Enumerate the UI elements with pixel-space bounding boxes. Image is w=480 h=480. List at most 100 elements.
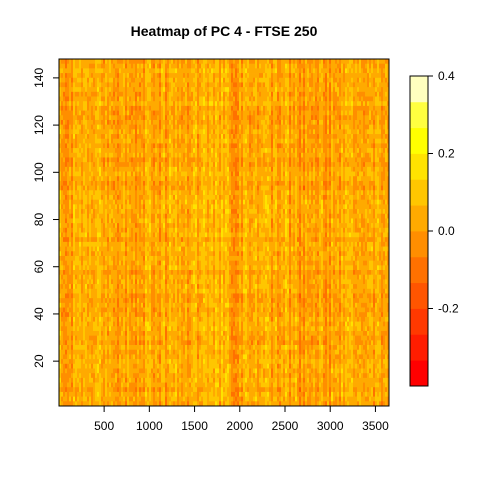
heatmap-cell — [133, 312, 136, 318]
heatmap-cell — [147, 330, 150, 337]
heatmap-cell — [79, 284, 82, 290]
heatmap-cell — [145, 401, 148, 407]
heatmap-cell — [115, 293, 118, 299]
heatmap-cell — [109, 274, 112, 280]
heatmap-cell — [137, 288, 140, 294]
heatmap-cell — [121, 105, 124, 111]
heatmap-cell — [61, 171, 64, 177]
heatmap-cell — [63, 77, 66, 83]
heatmap-cell — [93, 265, 96, 271]
heatmap-cell — [79, 377, 82, 383]
heatmap-cell — [133, 152, 136, 158]
heatmap-cell — [141, 396, 144, 402]
heatmap-cell — [127, 232, 130, 238]
heatmap-cell — [159, 157, 162, 163]
heatmap-cell — [147, 180, 150, 186]
heatmap-cell — [131, 279, 134, 285]
heatmap-cell — [137, 91, 140, 97]
heatmap-cell — [193, 73, 196, 79]
heatmap-cell — [71, 363, 74, 369]
heatmap-cell — [185, 101, 188, 107]
heatmap-cell — [65, 330, 68, 337]
heatmap-cell — [159, 330, 162, 337]
heatmap-cell — [91, 129, 94, 135]
heatmap-cell — [159, 148, 162, 154]
heatmap-cell — [123, 227, 126, 233]
heatmap-cell — [93, 326, 96, 332]
heatmap-cell — [75, 382, 78, 388]
heatmap-cell — [137, 218, 140, 224]
heatmap-cell — [189, 115, 192, 121]
heatmap-cell — [149, 284, 152, 290]
heatmap-cell — [69, 255, 72, 261]
heatmap-cell — [61, 312, 64, 318]
heatmap-cell — [85, 190, 88, 196]
heatmap-cell — [79, 134, 82, 140]
heatmap-cell — [145, 87, 148, 93]
heatmap-cell — [111, 101, 114, 107]
heatmap-cell — [149, 349, 152, 355]
heatmap-cell — [131, 302, 134, 308]
heatmap-cell — [181, 391, 184, 397]
heatmap-cell — [117, 298, 120, 304]
heatmap-cell — [117, 96, 120, 102]
heatmap-cell — [151, 363, 154, 369]
heatmap-cell — [111, 330, 114, 337]
heatmap-cell — [113, 115, 116, 121]
heatmap-cell — [153, 330, 156, 337]
heatmap-cell — [167, 157, 170, 163]
heatmap-cell — [161, 396, 164, 402]
heatmap-cell — [63, 391, 66, 397]
heatmap-cell — [187, 265, 190, 271]
heatmap-cell — [79, 148, 82, 154]
heatmap-cell — [123, 101, 126, 107]
heatmap-cell — [173, 138, 176, 144]
heatmap-cell — [149, 199, 152, 205]
heatmap-cell — [135, 77, 138, 83]
heatmap-cell — [83, 340, 86, 346]
heatmap-cell — [127, 349, 130, 355]
heatmap-cell — [63, 363, 66, 369]
heatmap-cell — [153, 237, 156, 243]
heatmap-cell — [143, 87, 146, 93]
heatmap-cell — [133, 298, 136, 304]
heatmap-cell — [139, 307, 142, 313]
heatmap-cell — [157, 396, 160, 402]
heatmap-cell — [165, 363, 168, 369]
heatmap-cell — [89, 363, 92, 369]
heatmap-cell — [159, 377, 162, 383]
heatmap-cell — [77, 345, 80, 351]
heatmap-cell — [59, 345, 62, 351]
heatmap-cell — [117, 166, 120, 172]
heatmap-cell — [153, 354, 156, 360]
heatmap-cell — [193, 91, 196, 97]
heatmap-cell — [137, 134, 140, 140]
heatmap-cell — [121, 185, 124, 191]
heatmap-cell — [67, 138, 70, 144]
heatmap-cell — [183, 138, 186, 144]
heatmap-cell — [149, 166, 152, 172]
heatmap-cell — [157, 227, 160, 233]
heatmap-cell — [81, 274, 84, 280]
heatmap-cell — [87, 349, 90, 355]
heatmap-cell — [161, 270, 164, 276]
heatmap-cell — [153, 110, 156, 116]
heatmap-cell — [187, 288, 190, 294]
heatmap-cell — [121, 223, 124, 229]
heatmap-cell — [193, 166, 196, 172]
heatmap-cell — [135, 335, 138, 341]
heatmap-cell — [67, 171, 70, 177]
heatmap-cell — [107, 354, 110, 360]
heatmap-cell — [93, 368, 96, 374]
heatmap-cell — [113, 209, 116, 215]
heatmap-cell — [177, 105, 180, 111]
heatmap-cell — [91, 166, 94, 172]
heatmap-cell — [81, 387, 84, 393]
heatmap-cell — [187, 227, 190, 233]
heatmap-cell — [151, 246, 154, 252]
heatmap-cell — [125, 251, 128, 257]
heatmap-cell — [173, 359, 176, 365]
heatmap-cell — [163, 377, 166, 383]
heatmap-cell — [143, 330, 146, 337]
heatmap-cell — [185, 204, 188, 210]
